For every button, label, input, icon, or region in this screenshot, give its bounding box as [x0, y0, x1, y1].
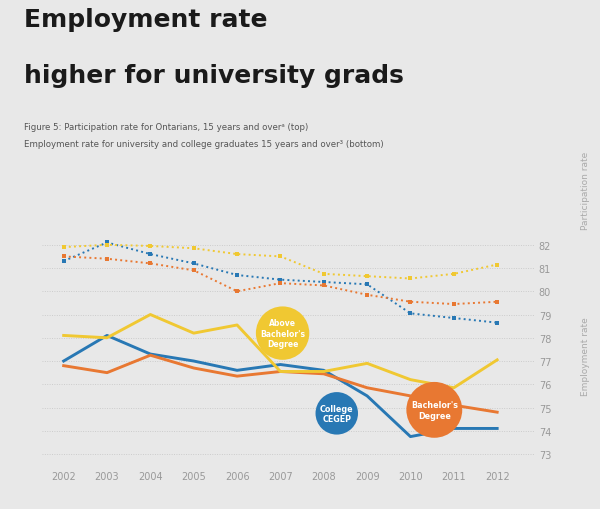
- Text: Participation rate: Participation rate: [581, 152, 589, 230]
- Text: Figure 5: Participation rate for Ontarians, 15 years and overᵃ (top): Figure 5: Participation rate for Ontaria…: [24, 123, 308, 132]
- Text: Above
Bachelor's
Degree: Above Bachelor's Degree: [260, 319, 305, 348]
- Text: Employment rate: Employment rate: [24, 8, 268, 32]
- Text: Employment rate for university and college graduates 15 years and over³ (bottom): Employment rate for university and colle…: [24, 140, 383, 149]
- Text: College
CEGEP: College CEGEP: [320, 404, 353, 423]
- Text: higher for university grads: higher for university grads: [24, 64, 404, 88]
- Text: Bachelor's
Degree: Bachelor's Degree: [411, 401, 458, 420]
- Text: Employment rate: Employment rate: [581, 317, 589, 395]
